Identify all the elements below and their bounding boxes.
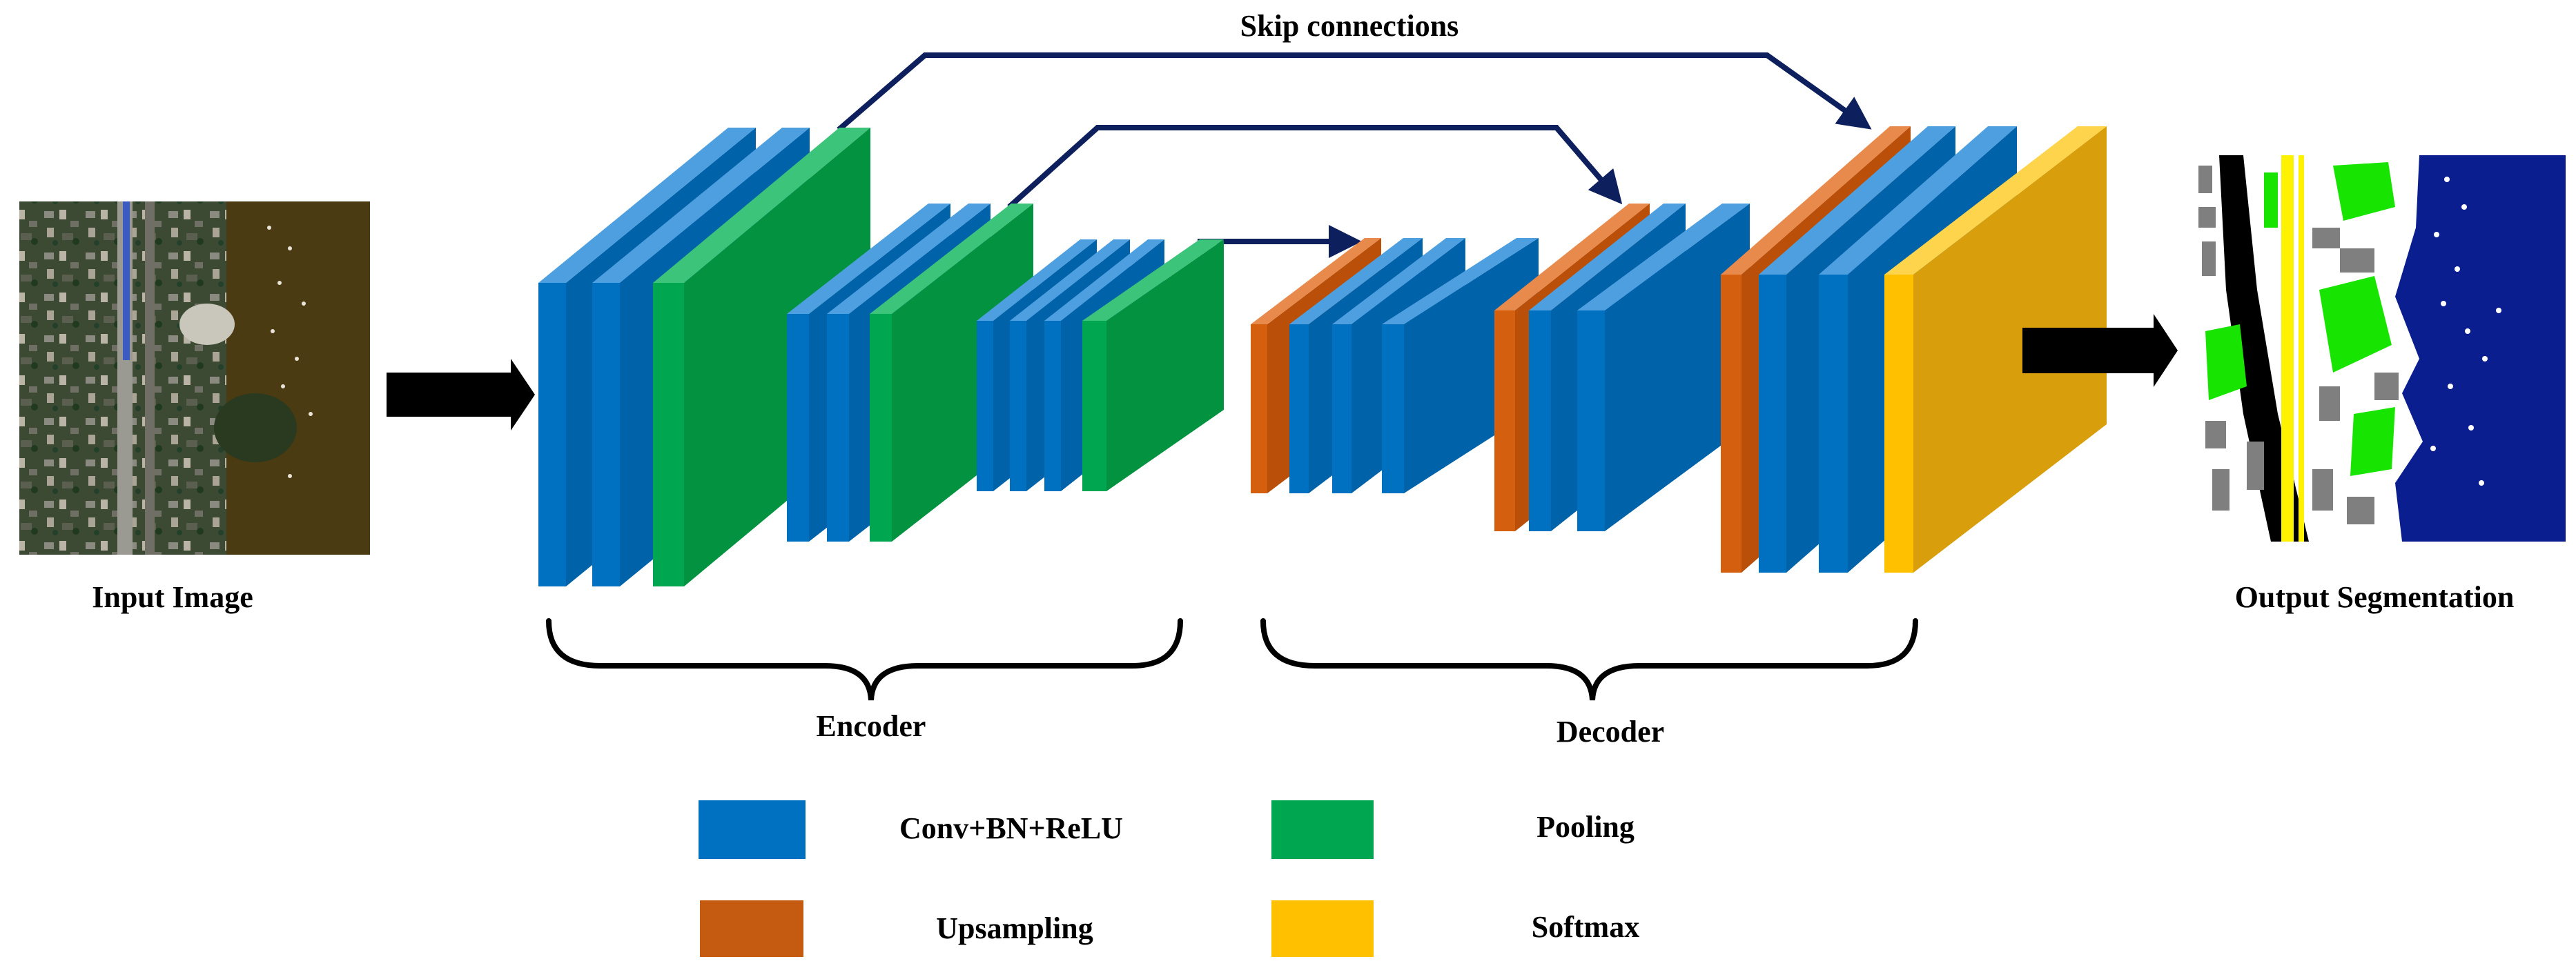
block-top-face [538, 128, 756, 283]
legend: Conv+BN+ReLU Pooling Upsampling Softmax [699, 800, 1639, 957]
legend-label-conv: Conv+BN+ReLU [899, 811, 1123, 845]
block-front-face [1082, 321, 1106, 491]
block-top-face [1577, 204, 1750, 310]
block-top-face [1884, 126, 2107, 275]
block-top-face [870, 204, 1033, 314]
seg-shadow-band [2219, 155, 2309, 542]
layer-block-pool [1082, 239, 1224, 491]
block-front-face [1251, 324, 1267, 493]
input-image-label: Input Image [92, 580, 253, 614]
block-top-face [1494, 204, 1650, 310]
seg-buildings [2198, 166, 2399, 524]
block-top-face [1382, 238, 1539, 324]
block-top-face [827, 204, 991, 314]
seg-vegetation [2205, 162, 2395, 476]
legend-swatch-soft [1271, 900, 1374, 957]
decoder-brace [1260, 618, 1918, 701]
block-front-face [1044, 321, 1061, 491]
encoder-brace [546, 618, 1183, 701]
output-segmentation-label: Output Segmentation [2235, 580, 2515, 614]
skip-connections [837, 52, 1872, 258]
block-front-face [1332, 324, 1352, 493]
skip-connections-label: Skip connections [1240, 9, 1459, 43]
block-top-face [977, 239, 1097, 321]
block-front-face [977, 321, 993, 491]
legend-swatch-up [700, 900, 803, 957]
block-top-face [1721, 126, 1911, 275]
block-front-face [1884, 275, 1913, 573]
block-top-face [1819, 126, 2017, 275]
block-front-face [1010, 321, 1026, 491]
output-segmentation [2189, 155, 2566, 542]
block-side-face [1404, 238, 1539, 493]
layer-block-conv [1382, 238, 1539, 493]
skip-arrow-middle [1007, 125, 1623, 209]
block-top-face [1251, 238, 1381, 324]
block-top-face [1332, 238, 1465, 324]
block-front-face [827, 314, 849, 542]
legend-swatch-conv [699, 800, 806, 859]
seg-water [2395, 155, 2566, 542]
output-arrow [2022, 314, 2178, 387]
block-front-face [538, 283, 566, 586]
block-front-face [1382, 324, 1404, 493]
decoder-label: Decoder [1557, 715, 1664, 749]
legend-label-up: Upsampling [936, 911, 1093, 945]
block-side-face [1913, 126, 2107, 573]
seg-road-2 [2299, 155, 2304, 542]
block-front-face [1819, 275, 1848, 573]
legend-label-soft: Softmax [1532, 910, 1639, 944]
layer-block-pool [653, 128, 870, 586]
input-image [19, 201, 370, 555]
layer-blocks [538, 126, 2107, 586]
block-top-face [787, 204, 950, 314]
block-top-face [1529, 204, 1686, 310]
encoder-label: Encoder [817, 709, 926, 743]
block-top-face [1759, 126, 1955, 275]
block-front-face [592, 283, 620, 586]
skip-arrow-outer [837, 52, 1872, 132]
seg-boats [2430, 177, 2501, 486]
block-top-face [1289, 238, 1423, 324]
block-front-face [653, 283, 684, 586]
block-front-face [870, 314, 892, 542]
block-front-face [1289, 324, 1309, 493]
seg-road [2281, 155, 2294, 542]
legend-swatch-pool [1271, 800, 1374, 859]
input-arrow [387, 359, 535, 431]
block-side-face [684, 128, 870, 586]
block-top-face [653, 128, 870, 283]
block-side-face [1106, 239, 1224, 491]
block-top-face [1082, 239, 1224, 321]
layer-block-soft [1884, 126, 2107, 573]
block-side-face [1605, 204, 1750, 531]
block-top-face [1044, 239, 1164, 321]
block-top-face [1010, 239, 1130, 321]
block-front-face [1721, 275, 1741, 573]
legend-label-pool: Pooling [1536, 810, 1635, 844]
layer-block-conv [1577, 204, 1750, 531]
block-front-face [1494, 310, 1515, 531]
block-front-face [1529, 310, 1551, 531]
block-front-face [1577, 310, 1605, 531]
block-front-face [1759, 275, 1786, 573]
block-top-face [592, 128, 810, 283]
block-front-face [787, 314, 809, 542]
